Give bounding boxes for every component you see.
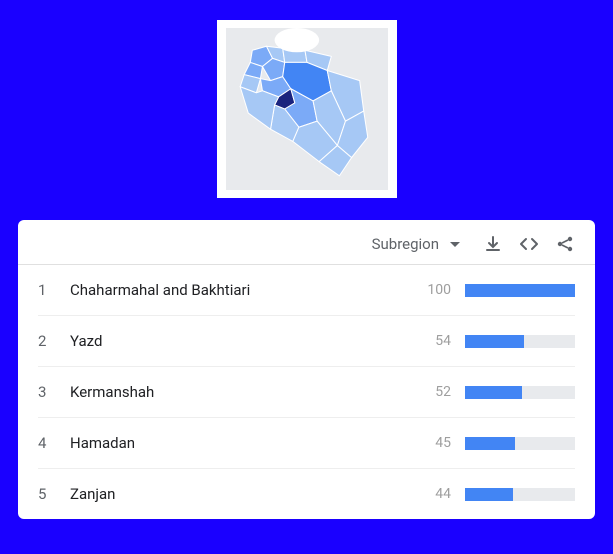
region-name: Zanjan [60,485,425,503]
bar-track [465,437,575,450]
subregion-rows: 1 Chaharmahal and Bakhtiari 100 2 Yazd 5… [18,265,595,519]
rank: 5 [38,485,60,503]
region-name: Hamadan [60,434,425,452]
table-row[interactable]: 4 Hamadan 45 [38,418,575,469]
table-row[interactable]: 1 Chaharmahal and Bakhtiari 100 [38,265,575,316]
share-icon[interactable] [555,234,575,254]
row-value: 44 [425,486,465,502]
rank: 4 [38,434,60,452]
row-value: 54 [425,333,465,349]
row-value: 100 [425,282,465,298]
subregion-panel: Subregion 1 Chaharmahal and Bakhtiari 10… [18,220,595,519]
bar-track [465,386,575,399]
download-icon[interactable] [483,234,503,254]
rank: 1 [38,281,60,299]
iran-map-svg [225,28,389,190]
bar-track [465,284,575,297]
rank: 2 [38,332,60,350]
code-icon[interactable] [519,234,539,254]
panel-toolbar: Subregion [18,220,595,265]
region-name: Yazd [60,332,425,350]
bar-fill [465,284,575,297]
granularity-dropdown[interactable]: Subregion [372,235,461,253]
bar-fill [465,335,524,348]
table-row[interactable]: 3 Kermanshah 52 [38,367,575,418]
map-thumbnail [217,20,397,198]
bar-fill [465,386,522,399]
bar-fill [465,437,515,450]
table-row[interactable]: 5 Zanjan 44 [38,469,575,519]
row-value: 45 [425,435,465,451]
region-name: Chaharmahal and Bakhtiari [60,281,425,299]
bar-track [465,335,575,348]
region-name: Kermanshah [60,383,425,401]
dropdown-label: Subregion [372,235,439,253]
rank: 3 [38,383,60,401]
bar-fill [465,488,513,501]
table-row[interactable]: 2 Yazd 54 [38,316,575,367]
chevron-down-icon [449,235,461,253]
bar-track [465,488,575,501]
row-value: 52 [425,384,465,400]
